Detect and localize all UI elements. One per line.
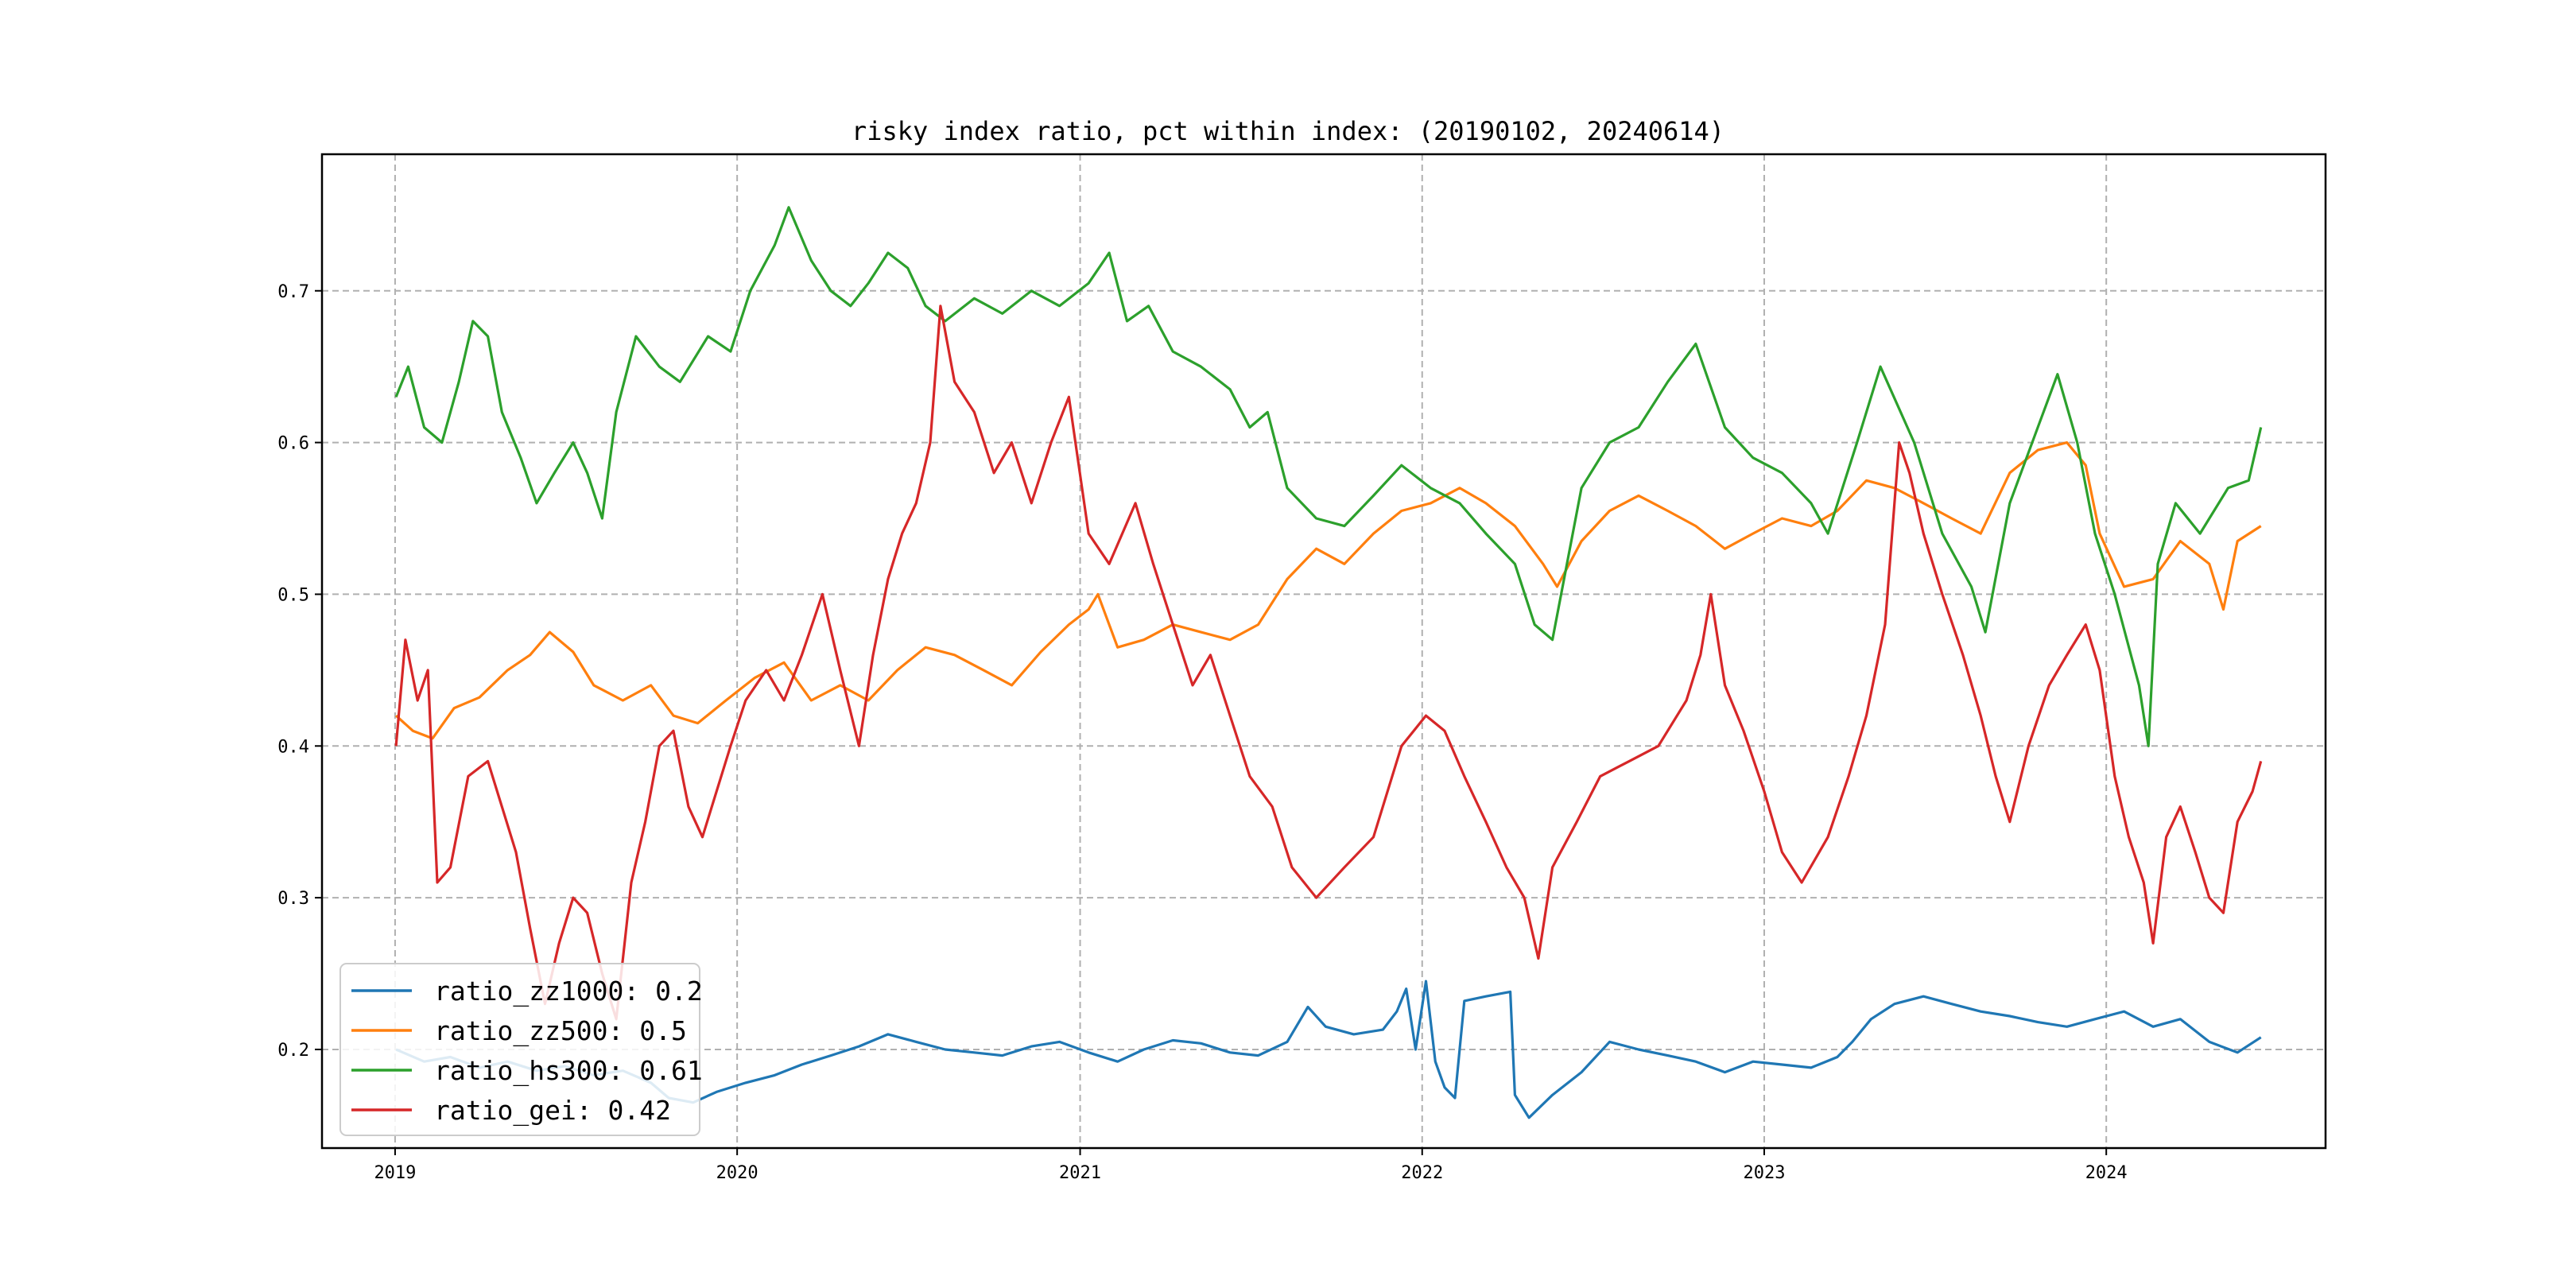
y-tick-label: 0.7 [277, 282, 309, 302]
series-line [395, 980, 2262, 1119]
legend-label: ratio_zz1000: 0.2 [434, 976, 703, 1007]
legend-box [339, 963, 700, 1136]
x-tick-label: 2019 [374, 1163, 416, 1183]
x-tick-label: 2021 [1059, 1163, 1101, 1183]
y-tick-label: 0.3 [277, 889, 309, 909]
x-tick-label: 2024 [2085, 1163, 2128, 1183]
x-tick-label: 2022 [1401, 1163, 1443, 1183]
y-tick-label: 0.6 [277, 434, 309, 454]
axis-ticks: 2019 2020 2021 2022 2023 2024 0.2 0.3 0.4 0.5 0.6 0… [277, 282, 2127, 1183]
plot-series [394, 206, 2263, 1119]
legend-label: ratio_zz500: 0.5 [434, 1015, 687, 1047]
grid [322, 154, 2326, 1148]
series-line [394, 206, 2263, 747]
legend[interactable]: ratio_zz1000: 0.2 ratio_zz500: 0.5 ratio_h… [339, 963, 703, 1136]
legend-label: ratio_gei: 0.42 [434, 1095, 671, 1127]
legend-label: ratio_hs300: 0.61 [434, 1055, 703, 1087]
plot-frame [320, 153, 2327, 1150]
y-tick-label: 0.2 [277, 1041, 309, 1061]
series-line [395, 440, 2262, 740]
series-line [394, 305, 2263, 1021]
x-tick-label: 2020 [716, 1163, 758, 1183]
chart-title: risky index ratio, pct within index: (20… [852, 116, 1724, 146]
y-tick-label: 0.4 [277, 737, 309, 757]
y-tick-label: 0.5 [277, 585, 309, 605]
x-tick-label: 2023 [1743, 1163, 1785, 1183]
